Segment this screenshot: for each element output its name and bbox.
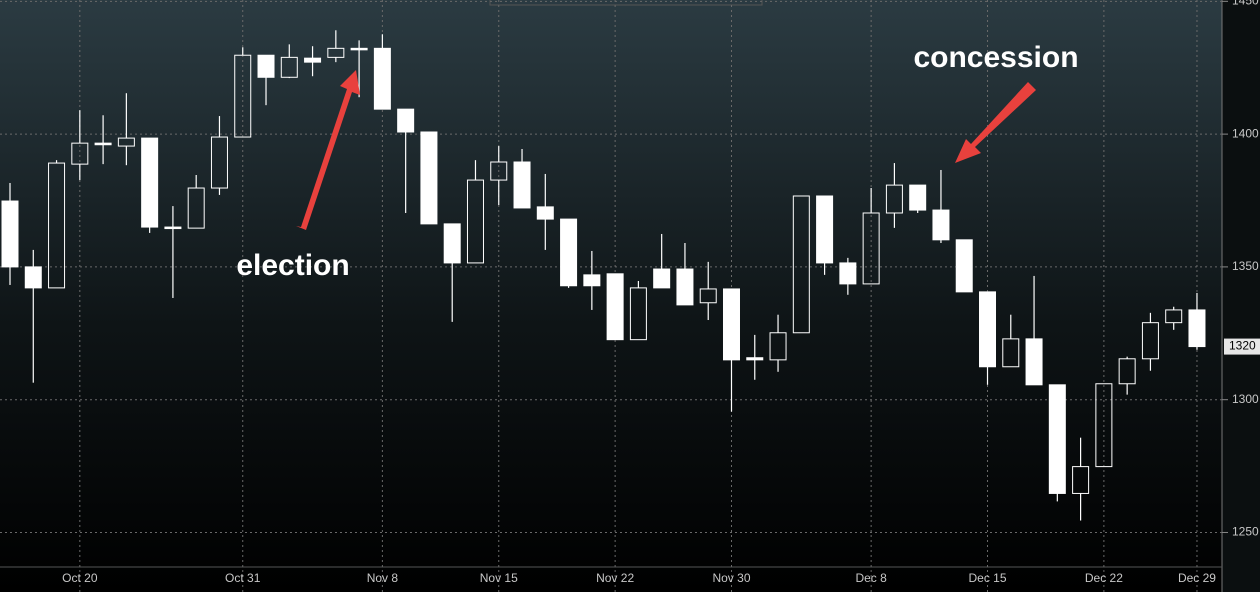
candle-body — [187, 187, 205, 229]
candle-body — [234, 54, 252, 138]
candle-body — [653, 268, 671, 289]
candle-body — [513, 161, 531, 209]
y-tick-label: 1300 — [1232, 392, 1259, 406]
candle-body — [792, 195, 810, 334]
y-tick-label: 1250 — [1232, 525, 1259, 539]
candle-body — [839, 262, 857, 285]
candle-body — [1095, 383, 1113, 468]
y-tick-label: 1350 — [1232, 259, 1259, 273]
candle-body — [1141, 322, 1159, 360]
candle-body — [94, 142, 112, 146]
candle-body — [979, 291, 997, 368]
candle-body — [909, 184, 927, 211]
candle-body — [466, 179, 484, 264]
candle-body — [1002, 338, 1020, 368]
x-tick-label: Oct 20 — [62, 571, 98, 585]
candle-body — [699, 288, 717, 304]
candle-body — [24, 266, 42, 289]
arrow — [955, 82, 1036, 163]
candle-body — [1, 200, 19, 268]
x-tick-label: Nov 30 — [712, 571, 750, 585]
candle-body — [629, 287, 647, 341]
candle-body — [862, 212, 880, 285]
x-tick-label: Dec 22 — [1085, 571, 1123, 585]
last-price-marker — [1224, 338, 1260, 355]
arrow — [296, 70, 360, 230]
candle-body — [583, 274, 601, 287]
candle-body — [141, 137, 159, 228]
x-tick-label: Nov 8 — [367, 571, 399, 585]
x-tick-label: Dec 15 — [968, 571, 1006, 585]
x-tick-label: Oct 31 — [225, 571, 261, 585]
candle-body — [210, 136, 228, 189]
last-price-label: 1320 — [1229, 339, 1256, 353]
candle-body — [397, 108, 415, 133]
candle-body — [48, 162, 66, 289]
candle-body — [71, 142, 89, 165]
candle-body — [280, 56, 298, 78]
y-tick-label: 1450 — [1232, 0, 1259, 7]
candle-body — [1118, 358, 1136, 385]
y-tick-label: 1400 — [1232, 126, 1259, 140]
candle-body — [932, 209, 950, 241]
candle-body — [560, 218, 578, 287]
candle-body — [327, 47, 345, 58]
candle-body — [117, 137, 135, 147]
candle-body — [1188, 309, 1206, 348]
x-tick-label: Nov 22 — [596, 571, 634, 585]
annotation: election — [236, 249, 349, 282]
candle-body — [443, 223, 461, 264]
candle-body — [1165, 309, 1183, 324]
candle-body — [257, 54, 275, 78]
candle-body — [1072, 466, 1090, 494]
annotation: concession — [913, 41, 1078, 74]
candle-body — [490, 161, 508, 181]
candle-body — [746, 357, 764, 361]
candle-body — [420, 131, 438, 225]
candle-body — [536, 206, 554, 220]
x-tick-label: Dec 8 — [855, 571, 887, 585]
candle-body — [164, 226, 182, 230]
candle-body — [722, 288, 740, 361]
x-tick-label: Dec 29 — [1178, 571, 1216, 585]
candle-body — [816, 195, 834, 264]
candle-body — [373, 47, 391, 110]
candle-body — [769, 332, 787, 361]
candle-body — [1048, 384, 1066, 494]
candle-body — [1025, 338, 1043, 386]
candle-body — [676, 268, 694, 306]
candle-body — [885, 184, 903, 214]
candle-body — [606, 273, 624, 341]
candle-body — [350, 47, 368, 51]
axis-background — [1222, 0, 1260, 592]
x-tick-label: Nov 15 — [480, 571, 518, 585]
candle-body — [304, 57, 322, 63]
candles — [1, 30, 1206, 521]
candle-body — [955, 239, 973, 293]
